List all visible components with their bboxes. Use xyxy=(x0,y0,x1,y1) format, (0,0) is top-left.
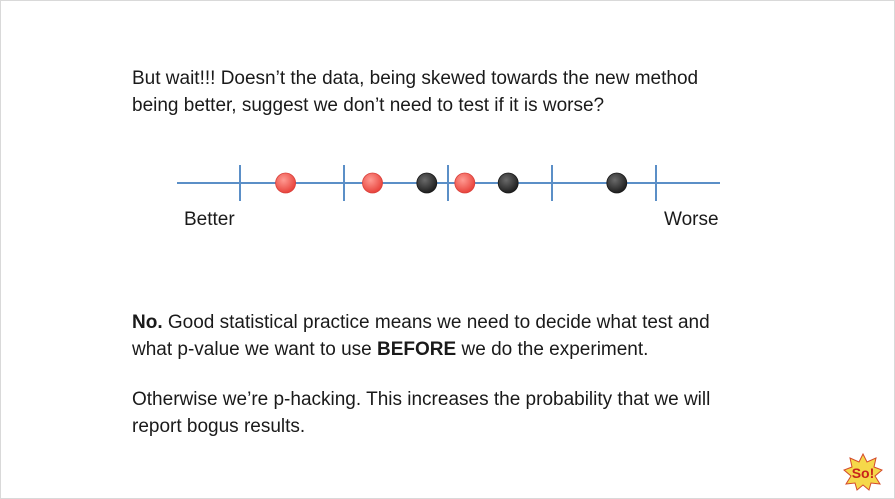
otherwise-line-1: Otherwise we’re p-hacking. This increase… xyxy=(132,389,711,410)
answer-line-2-end: we do the experiment. xyxy=(456,339,649,360)
answer-text: No. Good statistical practice means we n… xyxy=(132,309,832,363)
answer-line-1-rest: Good statistical practice means we need … xyxy=(162,312,710,333)
worse-label: Worse xyxy=(664,209,719,230)
logo-text: So! xyxy=(852,465,875,481)
statquest-logo: So! xyxy=(843,453,883,491)
better-label: Better xyxy=(184,209,235,230)
red-data-point xyxy=(275,172,297,194)
otherwise-text: Otherwise we’re p-hacking. This increase… xyxy=(132,386,832,440)
answer-line-2-start: what p-value we want to use xyxy=(132,339,378,360)
data-points xyxy=(275,172,628,194)
answer-line-1: No. Good statistical practice means we n… xyxy=(132,309,832,336)
black-data-point xyxy=(606,172,628,194)
answer-line-2: what p-value we want to use BEFORE we do… xyxy=(132,336,832,363)
answer-bold-before: BEFORE xyxy=(377,339,457,360)
number-line-diagram xyxy=(177,165,720,201)
red-data-point xyxy=(454,172,476,194)
question-text: But wait!!! Doesn’t the data, being skew… xyxy=(132,65,832,119)
question-line-1: But wait!!! Doesn’t the data, being skew… xyxy=(132,68,699,89)
number-line-ticks xyxy=(239,165,657,201)
red-data-point xyxy=(362,172,383,194)
black-data-point xyxy=(497,172,519,194)
black-data-point xyxy=(416,172,438,194)
answer-bold-no: No. xyxy=(132,312,163,333)
otherwise-line-2: report bogus results. xyxy=(132,416,306,437)
question-line-2: being better, suggest we don’t need to t… xyxy=(132,95,605,116)
